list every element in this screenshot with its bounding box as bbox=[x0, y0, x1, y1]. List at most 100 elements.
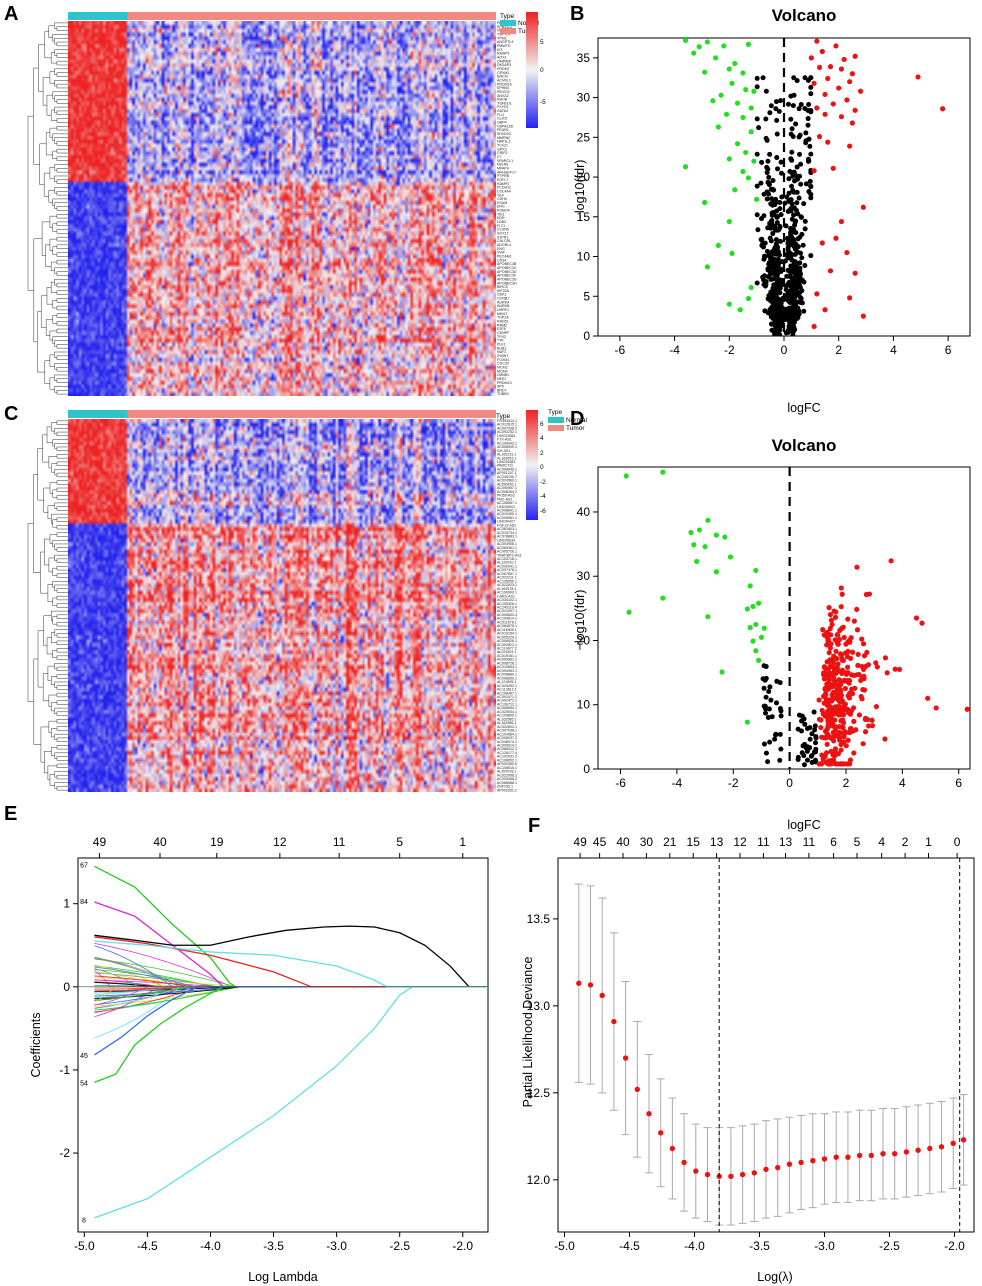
point-not-significant bbox=[774, 199, 780, 205]
y-tick-label: 10 bbox=[577, 698, 591, 712]
dendrogram-branch bbox=[54, 428, 68, 435]
gene-label: MCM4 bbox=[497, 369, 508, 373]
point-up bbox=[822, 686, 828, 692]
point-up bbox=[833, 235, 839, 241]
gene-label: AC093752.1 bbox=[497, 430, 517, 434]
dendrogram-branch bbox=[49, 774, 55, 786]
point-up bbox=[861, 653, 868, 659]
point-up bbox=[838, 604, 844, 610]
point-down bbox=[702, 69, 708, 75]
gene-label: AC002472.1 bbox=[497, 699, 517, 703]
normal-group-bar-c bbox=[68, 410, 128, 418]
scale-tick-a-2: -5 bbox=[540, 99, 546, 106]
point-up bbox=[873, 704, 879, 710]
top-tick-label: 30 bbox=[640, 835, 654, 849]
point-up bbox=[821, 700, 827, 706]
dendrogram-branch bbox=[54, 95, 68, 102]
point-up bbox=[833, 43, 839, 49]
point-not-significant bbox=[784, 194, 790, 200]
point-up bbox=[838, 761, 844, 767]
point-not-significant bbox=[768, 271, 774, 277]
point-not-significant bbox=[760, 274, 766, 280]
point-down bbox=[748, 284, 754, 291]
point-not-significant bbox=[796, 106, 802, 112]
dendrogram-branch bbox=[54, 187, 68, 194]
dendrogram-branch bbox=[46, 637, 53, 655]
point-not-significant bbox=[766, 706, 772, 712]
point-not-significant bbox=[794, 249, 800, 255]
dendrogram-branch bbox=[54, 681, 68, 688]
gene-label: FTX-AS1 bbox=[497, 438, 512, 442]
point-down bbox=[743, 149, 749, 156]
gene-label: AC116909.1 bbox=[497, 628, 517, 632]
point-down bbox=[744, 719, 750, 725]
point-not-significant bbox=[808, 151, 814, 157]
dendrogram-branch bbox=[56, 378, 68, 383]
dendrogram-branch bbox=[56, 221, 68, 226]
point-not-significant bbox=[798, 296, 804, 302]
dendrogram-branch bbox=[56, 110, 68, 115]
point-up bbox=[823, 666, 829, 672]
point-down bbox=[722, 534, 728, 540]
dendrogram-branch bbox=[54, 37, 68, 45]
y-tick-label: 12.5 bbox=[527, 1086, 551, 1100]
top-tick-label: 45 bbox=[593, 835, 607, 849]
dendrogram-branch bbox=[50, 281, 57, 293]
point-up bbox=[844, 678, 850, 684]
gene-label: AC068312.1 bbox=[497, 747, 517, 751]
gene-label: AC108567.1 bbox=[497, 501, 517, 505]
point-up bbox=[915, 74, 921, 80]
point-not-significant bbox=[811, 709, 817, 715]
point-not-significant bbox=[755, 227, 761, 233]
point-up bbox=[832, 717, 838, 723]
gene-label: ZNF295.1 bbox=[497, 785, 513, 789]
gene-label: AC008641.1 bbox=[497, 509, 517, 513]
top-tick-label: 1 bbox=[459, 835, 466, 849]
scale-tick-c-2: 2 bbox=[540, 450, 544, 457]
dendrogram-branch bbox=[56, 603, 68, 608]
gene-label: AC008074.1 bbox=[497, 740, 517, 744]
top-tick-label: 12 bbox=[273, 835, 287, 849]
gene-label: TCF21 bbox=[497, 144, 508, 148]
dendrogram-branch bbox=[49, 354, 55, 367]
dendrogram-branch bbox=[56, 472, 68, 478]
dendrogram-branch bbox=[54, 543, 68, 550]
point-not-significant bbox=[778, 170, 784, 176]
dendrogram-branch bbox=[56, 633, 68, 638]
point-up bbox=[846, 695, 853, 701]
point-not-significant bbox=[765, 715, 771, 721]
gene-label: UHRF1 bbox=[497, 308, 509, 312]
gene-label: AC010894.1 bbox=[497, 665, 517, 669]
point-up bbox=[845, 737, 851, 743]
point-not-significant bbox=[766, 252, 772, 258]
gene-labels-c: FO393414.1AC012615.1AC007938.2AC093752.1… bbox=[497, 419, 522, 792]
gene-label: TSPYL4 bbox=[497, 33, 510, 37]
y-tick-label: 25 bbox=[577, 130, 591, 144]
point-not-significant bbox=[798, 161, 804, 167]
scale-tick-c-4: -2 bbox=[540, 479, 546, 486]
point-not-significant bbox=[772, 299, 778, 305]
y-tick-label: 12.0 bbox=[527, 1173, 551, 1187]
gene-label: TPX2 bbox=[497, 335, 506, 339]
plot-frame bbox=[77, 857, 489, 1233]
dendrogram-branch bbox=[52, 315, 57, 324]
gene-label: KIT bbox=[497, 48, 503, 52]
lasso-coefficient-plot-e: Log Lambda Coefficients -5.0 -4.5 -4.0 -3.5… bbox=[29, 835, 489, 1284]
dendrogram-branch bbox=[56, 53, 68, 58]
cv-point bbox=[856, 1152, 863, 1159]
gene-label: AL122010.1 bbox=[497, 561, 516, 565]
dendrogram-branch bbox=[52, 300, 57, 309]
y-tick-label: 30 bbox=[577, 91, 591, 105]
point-down bbox=[754, 196, 760, 202]
point-down bbox=[756, 600, 762, 606]
point-up bbox=[838, 718, 844, 724]
point-up bbox=[835, 641, 841, 647]
point-up bbox=[860, 204, 866, 210]
gene-label: AL024303.1 bbox=[497, 650, 516, 654]
point-not-significant bbox=[763, 116, 769, 122]
point-not-significant bbox=[778, 708, 784, 714]
scale-tick-c-0: 6 bbox=[540, 421, 544, 428]
dendrogram-branch bbox=[56, 298, 68, 303]
dendrogram-branch bbox=[47, 584, 53, 603]
